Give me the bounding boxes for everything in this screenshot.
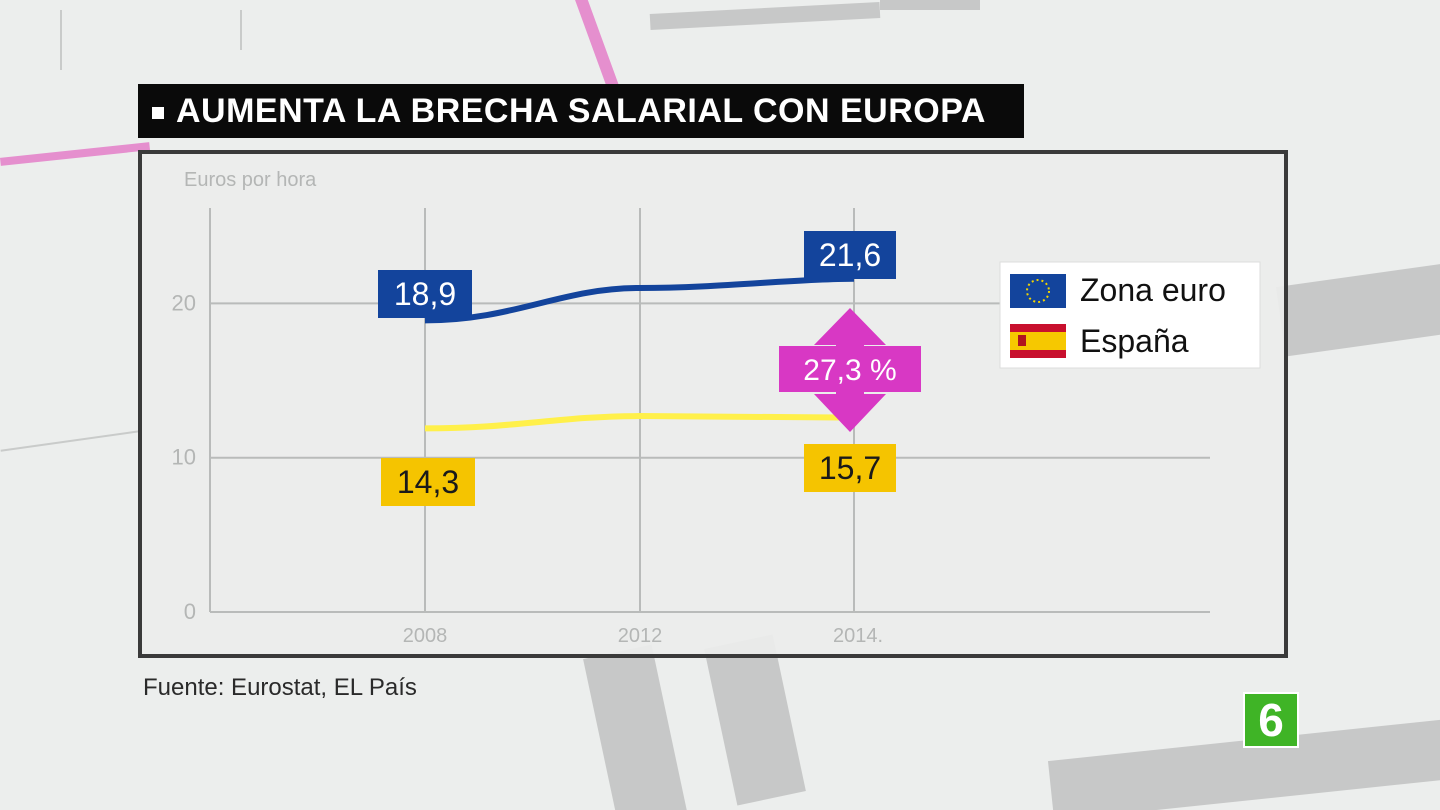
- y-tick-label: 10: [172, 445, 196, 470]
- gap-label-box: [779, 346, 921, 392]
- y-tick-label: 20: [172, 290, 196, 315]
- value-label-espana-2014: 15,7: [819, 450, 881, 486]
- legend-label-zona-euro: Zona euro: [1080, 272, 1226, 308]
- line-chart: Euros por hora 0 10 20 2008 2012 2014. 18,9 21,6…: [172, 169, 1261, 647]
- y-tick-label: 0: [184, 599, 196, 624]
- chart-panel: Euros por hora 0 10 20 2008 2012 2014. 18,9 21,6…: [138, 150, 1288, 658]
- eu-flag-stars-icon: [1026, 279, 1050, 303]
- source-note: Fuente: Eurostat, EL País: [143, 674, 417, 701]
- x-tick-label: 2014.: [833, 625, 883, 647]
- value-label-espana-2008-box: [381, 458, 475, 506]
- chart-title-bar: AUMENTA LA BRECHA SALARIAL CON EUROPA: [138, 84, 1024, 138]
- spain-flag-crest-icon: [1018, 335, 1026, 346]
- channel-logo-icon: 6: [1243, 692, 1299, 748]
- value-label-zona-euro-2014-box: [804, 231, 896, 279]
- y-axis-label: Euros por hora: [184, 169, 317, 191]
- x-tick-label: 2008: [403, 625, 448, 647]
- value-label-zona-euro-2008-box: [378, 270, 472, 318]
- value-label-espana-2014-box: [804, 444, 896, 492]
- x-tick-label: 2012: [618, 625, 663, 647]
- value-label-zona-euro-2008: 18,9: [394, 276, 456, 312]
- title-bullet-icon: [152, 107, 164, 119]
- value-label-espana-2008: 14,3: [397, 464, 459, 500]
- legend-label-espana: España: [1080, 323, 1189, 359]
- value-label-zona-euro-2014: 21,6: [819, 237, 881, 273]
- chart-title: AUMENTA LA BRECHA SALARIAL CON EUROPA: [176, 91, 986, 130]
- gap-label: 27,3 %: [803, 354, 896, 387]
- series-line-zona-euro: [424, 275, 855, 324]
- series-line-espana: [424, 413, 855, 432]
